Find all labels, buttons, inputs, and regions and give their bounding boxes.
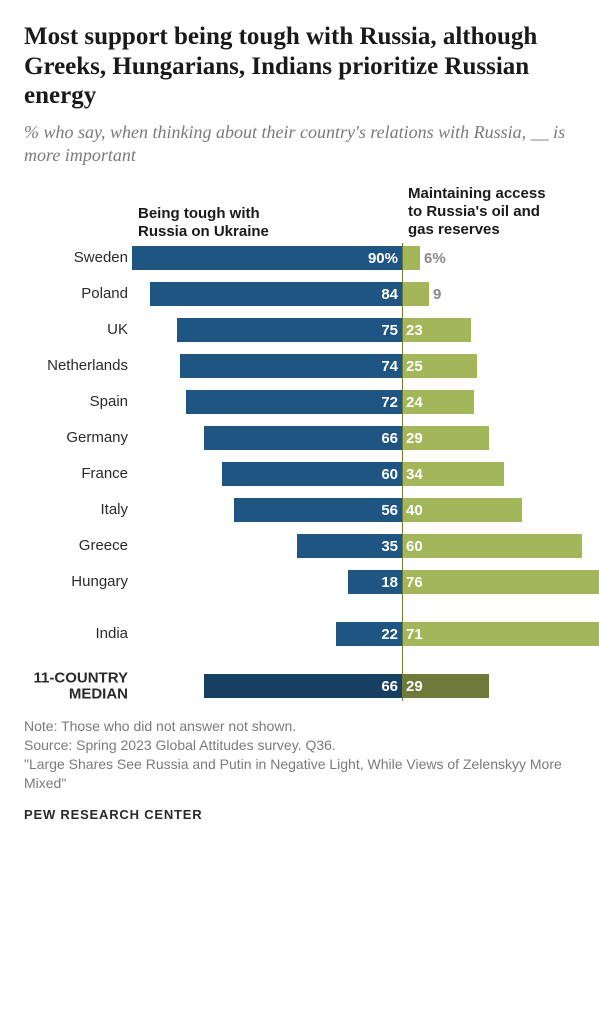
bar-value: 84 xyxy=(381,282,398,306)
row-country: Hungary 18 76 xyxy=(24,567,572,597)
row-country: Poland849 xyxy=(24,279,572,309)
bar-tough: 75 xyxy=(177,318,402,342)
bar-value: 72 xyxy=(381,390,398,414)
bar-energy: 34 xyxy=(402,462,504,486)
bar-tough: 84 xyxy=(150,282,402,306)
bar-value: 9 xyxy=(433,282,441,306)
bar-value: 29 xyxy=(406,674,423,698)
bar-energy: 24 xyxy=(402,390,474,414)
bar-tough: 74 xyxy=(180,354,402,378)
row-label: 11-COUNTRYMEDIAN xyxy=(24,671,132,703)
bar-energy: 29 xyxy=(402,426,489,450)
bar-value: 25 xyxy=(406,354,423,378)
row-country: Spain 72 24 xyxy=(24,387,572,417)
bar-value: 90% xyxy=(368,246,398,270)
bar-tough: 18 xyxy=(348,570,402,594)
axis-line xyxy=(402,243,403,701)
bar-value: 34 xyxy=(406,462,423,486)
bar-value: 74 xyxy=(381,354,398,378)
row-label: UK xyxy=(24,315,132,345)
row-country: Sweden90%6% xyxy=(24,243,572,273)
bar-tough: 90% xyxy=(132,246,402,270)
source-text: Source: Spring 2023 Global Attitudes sur… xyxy=(24,736,575,755)
row-country: Italy 56 40 xyxy=(24,495,572,525)
bar-value: 29 xyxy=(406,426,423,450)
bar-energy: 29 xyxy=(402,674,489,698)
chart-container: Most support being tough with Russia, al… xyxy=(0,0,599,842)
chart-footnotes: Note: Those who did not answer not shown… xyxy=(24,717,575,793)
bar-value: 66 xyxy=(381,674,398,698)
row-label: India xyxy=(24,619,132,649)
chart-plot: Sweden90%6%Poland849UK7523Netherlands742… xyxy=(24,243,572,701)
bar-tough: 72 xyxy=(186,390,402,414)
bar-energy: 76 xyxy=(402,570,599,594)
bar-energy: 25 xyxy=(402,354,477,378)
bar-value: 66 xyxy=(381,426,398,450)
bar-tough: 22 xyxy=(336,622,402,646)
row-country: France 60 34 xyxy=(24,459,572,489)
legend-right: Maintaining accessto Russia's oil andgas… xyxy=(408,185,546,239)
legend-left: Being tough withRussia on Ukraine xyxy=(138,205,269,241)
bar-tough: 35 xyxy=(297,534,402,558)
bar-energy: 6% xyxy=(402,246,420,270)
row-label: Sweden xyxy=(24,243,132,273)
row-country: Greece 35 60 xyxy=(24,531,572,561)
bar-value: 60 xyxy=(406,534,423,558)
bar-value: 56 xyxy=(381,498,398,522)
row-country: India 22 71 xyxy=(24,619,572,649)
bar-energy: 23 xyxy=(402,318,471,342)
row-label: Poland xyxy=(24,279,132,309)
bar-tough: 66 xyxy=(204,674,402,698)
bar-energy: 9 xyxy=(402,282,429,306)
bar-energy: 71 xyxy=(402,622,599,646)
row-label: Italy xyxy=(24,495,132,525)
row-label: Greece xyxy=(24,531,132,561)
bar-value: 6% xyxy=(424,246,446,270)
bar-energy: 60 xyxy=(402,534,582,558)
row-country: Germany 66 29 xyxy=(24,423,572,453)
bar-tough: 56 xyxy=(234,498,402,522)
row-country: Netherlands 74 25 xyxy=(24,351,572,381)
bar-value: 24 xyxy=(406,390,423,414)
chart-title: Most support being tough with Russia, al… xyxy=(24,22,575,111)
chart-subtitle: % who say, when thinking about their cou… xyxy=(24,121,575,168)
row-country: UK 75 23 xyxy=(24,315,572,345)
bar-value: 18 xyxy=(381,570,398,594)
row-label: Germany xyxy=(24,423,132,453)
bar-value: 71 xyxy=(406,622,423,646)
bar-value: 22 xyxy=(381,622,398,646)
chart-legend: Being tough withRussia on Ukraine Mainta… xyxy=(24,185,575,243)
bar-energy: 40 xyxy=(402,498,522,522)
bar-tough: 66 xyxy=(204,426,402,450)
bar-value: 75 xyxy=(381,318,398,342)
bar-value: 60 xyxy=(381,462,398,486)
report-title: "Large Shares See Russia and Putin in Ne… xyxy=(24,755,575,793)
bar-value: 35 xyxy=(381,534,398,558)
row-label: France xyxy=(24,459,132,489)
bar-value: 40 xyxy=(406,498,423,522)
bar-value: 23 xyxy=(406,318,423,342)
bar-value: 76 xyxy=(406,570,423,594)
bar-tough: 60 xyxy=(222,462,402,486)
row-median: 11-COUNTRYMEDIAN 66 29 xyxy=(24,671,572,701)
attribution: PEW RESEARCH CENTER xyxy=(24,807,575,822)
note-text: Note: Those who did not answer not shown… xyxy=(24,717,575,736)
row-label: Spain xyxy=(24,387,132,417)
row-label: Netherlands xyxy=(24,351,132,381)
row-label: Hungary xyxy=(24,567,132,597)
